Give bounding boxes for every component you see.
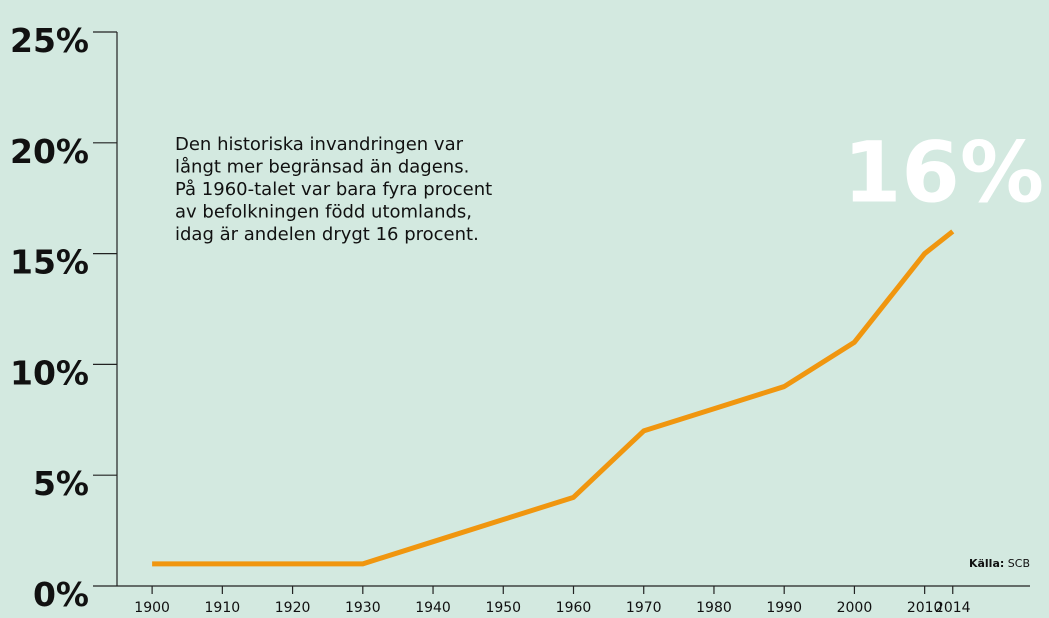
x-tick-label: 1970 bbox=[626, 600, 662, 616]
y-tick-label: 0% bbox=[33, 575, 89, 614]
annotation-line: Den historiska invandringen var bbox=[175, 134, 464, 155]
annotation-line: idag är andelen drygt 16 procent. bbox=[175, 224, 479, 245]
annotation-line: långt mer begränsad än dagens. bbox=[175, 157, 469, 178]
x-tick-label: 2014 bbox=[935, 600, 971, 616]
data-line bbox=[152, 229, 955, 567]
y-tick-label: 10% bbox=[10, 353, 89, 392]
x-tick-label: 1910 bbox=[205, 600, 241, 616]
x-tick-label: 1980 bbox=[696, 600, 732, 616]
x-tick-label: 1940 bbox=[415, 600, 451, 616]
x-tick-label: 1920 bbox=[275, 600, 311, 616]
source-name: SCB bbox=[1008, 557, 1030, 570]
x-tick-label: 2000 bbox=[837, 600, 873, 616]
value-label: 16% bbox=[843, 123, 1044, 221]
source: Källa: SCB bbox=[969, 557, 1030, 570]
x-tick-label: 1900 bbox=[134, 600, 170, 616]
y-tick-label: 20% bbox=[10, 132, 89, 171]
y-tick-label: 25% bbox=[10, 21, 89, 60]
annotation-line: På 1960-talet var bara fyra procent bbox=[175, 179, 492, 200]
source-label: Källa: bbox=[969, 557, 1004, 570]
y-tick-label: 15% bbox=[10, 243, 89, 282]
x-tick-label: 1960 bbox=[556, 600, 592, 616]
x-tick-label: 1990 bbox=[766, 600, 802, 616]
x-tick-label: 2010 bbox=[907, 600, 943, 616]
y-tick-label: 5% bbox=[33, 464, 89, 503]
x-tick-label: 1930 bbox=[345, 600, 381, 616]
x-tick-label: 1950 bbox=[485, 600, 521, 616]
annotation-line: av befolkningen född utomlands, bbox=[175, 202, 472, 223]
